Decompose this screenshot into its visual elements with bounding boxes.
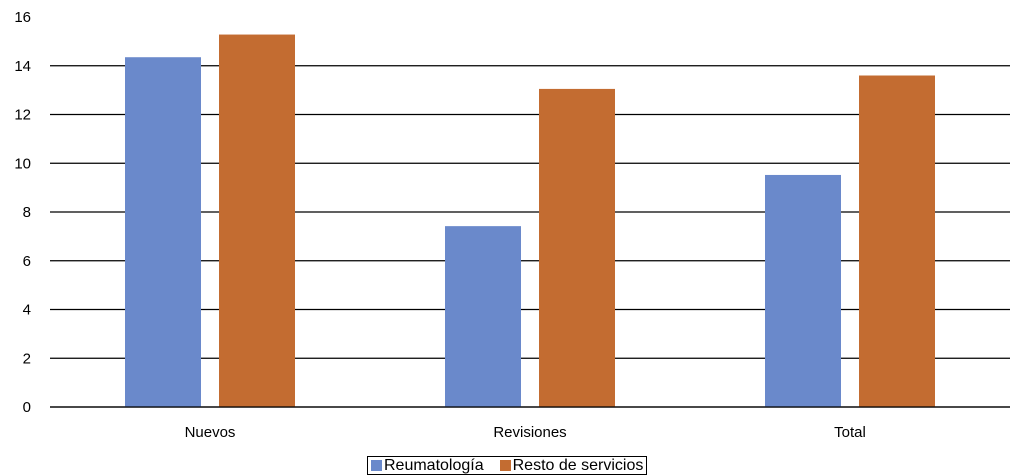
bar-revisiones-reumatologia: [445, 226, 521, 407]
bar-total-resto-de-servicios: [859, 75, 935, 407]
y-tick-label: 4: [23, 302, 31, 319]
x-category-label-revisiones: Revisiones: [493, 424, 566, 441]
y-tick-label: 16: [14, 9, 31, 26]
y-tick-label: 2: [23, 350, 31, 367]
bar-nuevos-reumatologia: [125, 57, 201, 407]
gridlines: [50, 65, 1010, 408]
legend-label-reumatologia: Reumatología: [384, 457, 484, 474]
legend-item-resto-de-servicios: Resto de servicios: [499, 457, 644, 474]
legend-swatch-reumatologia: [371, 460, 382, 471]
bar-total-reumatologia: [765, 174, 841, 407]
x-axis-category-labels: Nuevos Revisiones Total: [185, 424, 866, 441]
x-category-label-total: Total: [834, 424, 866, 441]
bars: [50, 34, 1010, 408]
legend: Reumatología Resto de servicios: [367, 456, 648, 475]
legend-item-reumatologia: Reumatología: [371, 457, 484, 474]
y-tick-label: 14: [14, 58, 31, 75]
y-axis-tick-labels: 0 2 4 6 8 10 12 14 16: [14, 9, 31, 416]
y-tick-label: 6: [23, 253, 31, 270]
y-tick-label: 8: [23, 204, 31, 221]
legend-label-resto-de-servicios: Resto de servicios: [512, 457, 644, 474]
bar-chart: 0 2 4 6 8 10 12 14 16 Nuevos Revisiones Total: [14, 9, 1010, 441]
y-tick-label: 0: [23, 399, 31, 416]
x-category-label-nuevos: Nuevos: [185, 424, 236, 441]
legend-swatch-resto-de-servicios: [499, 460, 511, 471]
bar-revisiones-resto-de-servicios: [539, 88, 615, 407]
y-tick-label: 10: [14, 155, 31, 172]
y-tick-label: 12: [14, 107, 31, 124]
bar-nuevos-resto-de-servicios: [219, 34, 295, 408]
